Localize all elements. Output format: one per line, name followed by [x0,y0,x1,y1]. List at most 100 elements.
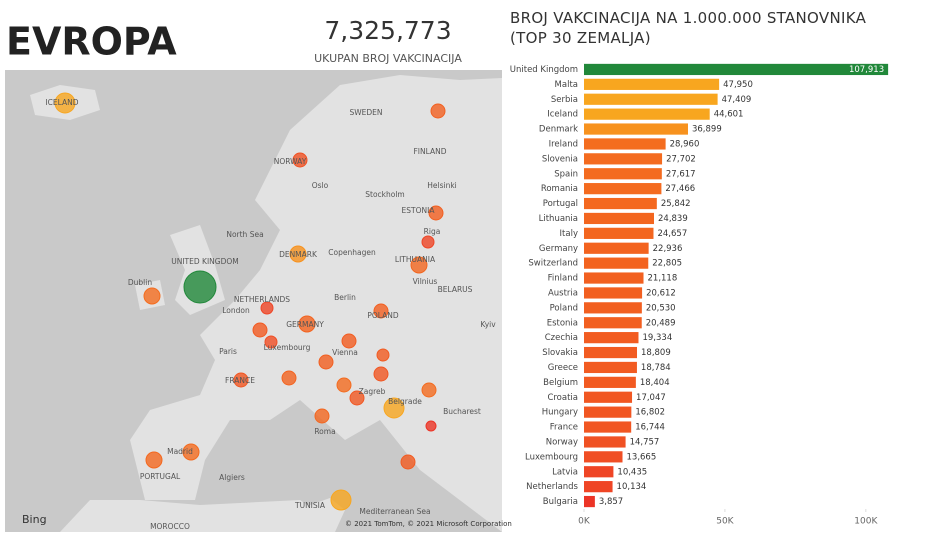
map-label: Copenhagen [328,248,376,257]
x-tick-label: 50K [716,517,734,527]
map-attribution: © 2021 TomTom, © 2021 Microsoft Corporat… [345,520,512,528]
map-bubble [373,366,389,382]
value-label: 10,134 [617,482,647,492]
bar [584,451,623,463]
bar [584,436,626,448]
category-label: Luxembourg [525,452,578,462]
category-label: Switzerland [528,259,578,269]
category-label: Slovakia [542,348,578,358]
kpi-caption: UKUPAN BROJ VAKCINACIJA [314,52,462,65]
map-bubble [260,301,274,315]
bar [584,272,644,284]
bar [584,212,655,225]
map-bubble [376,348,390,362]
map-bubble [54,92,76,114]
value-label: 3,857 [599,497,623,507]
map-bubble [421,235,435,249]
x-tick-label: 100K [854,517,878,527]
map-bubble [233,372,249,388]
kpi-value: 7,325,773 [324,16,451,45]
category-label: Belgium [543,378,578,388]
map-label: Algiers [219,473,245,482]
chart-title: BROJ VAKCINACIJA NA 1.000.000 STANOVNIKA… [510,9,867,47]
bar [584,495,595,508]
value-label: 27,617 [666,169,696,179]
map-bubble [383,397,405,419]
bar [584,227,654,239]
category-label: Slovenia [542,154,578,164]
map-bubble [336,377,352,393]
category-label: Poland [550,303,578,313]
value-label: 18,809 [641,348,671,358]
map-label: Belgrade [388,397,422,406]
bar [584,257,649,269]
category-label: Netherlands [526,482,578,492]
bar [584,183,662,195]
value-label: 20,489 [646,318,676,328]
map-label: NORWAY [274,157,307,166]
value-label: 28,960 [670,139,700,149]
bar [584,466,614,478]
map-bubble [143,287,161,305]
value-label: 16,802 [635,408,665,418]
category-label: Denmark [539,125,578,135]
value-label: 18,784 [641,363,671,373]
value-label: 22,805 [652,259,682,269]
map-label: POLAND [367,311,399,320]
value-label: 44,601 [714,110,744,120]
category-label: Spain [554,169,578,179]
category-label: Germany [539,244,578,254]
category-label: Latvia [552,467,578,477]
map-bubble [281,370,297,386]
map-bubble [341,333,357,349]
value-label: 20,612 [646,288,676,298]
map-bubble [183,270,217,304]
bar [584,93,718,105]
bar [584,153,663,165]
map-bubble [425,420,437,432]
map-label: ESTONIA [402,206,436,215]
category-label: Malta [555,80,578,90]
map-label: ICELAND [45,98,78,107]
category-label: Finland [548,274,578,284]
value-label: 10,435 [617,467,647,477]
map-label: NETHERLANDS [234,295,290,304]
map-label: PORTUGAL [140,472,181,481]
map-bubble [145,451,163,469]
map-label: London [222,306,250,315]
map-label: FRANCE [225,376,255,385]
map-provider: Bing [22,513,47,526]
bar [584,332,639,344]
bar [584,168,662,180]
value-label: 22,936 [653,244,683,254]
value-label: 13,665 [627,452,657,462]
value-label: 27,702 [666,154,696,164]
map-bubble [292,152,308,168]
category-label: Norway [546,437,578,447]
map-label: North Sea [226,230,263,239]
value-label: 21,118 [648,274,678,284]
map-label: Luxembourg [264,343,311,352]
value-label: 18,404 [640,378,670,388]
bar [584,302,642,314]
value-label: 36,899 [692,125,722,135]
value-label: 16,744 [635,423,665,433]
bar [584,361,637,374]
map-label: Riga [424,227,441,236]
bar [584,287,643,299]
category-label: Bulgaria [543,497,578,507]
map: ICELAND NORWAY SWEDEN FINLAND Oslo Stockholm H… [5,70,512,532]
category-label: Ireland [549,139,578,149]
map-label: TUNISIA [294,501,326,510]
map-bubble [252,322,268,338]
map-bubble [373,303,389,319]
map-label: Zagreb [359,387,386,396]
x-tick-label: 0K [578,517,591,527]
category-label: Hungary [542,408,578,418]
map-label: DENMARK [279,250,318,259]
map-label: Oslo [312,181,329,190]
bar [584,421,632,433]
category-label: Greece [548,363,578,373]
bar [584,376,636,388]
